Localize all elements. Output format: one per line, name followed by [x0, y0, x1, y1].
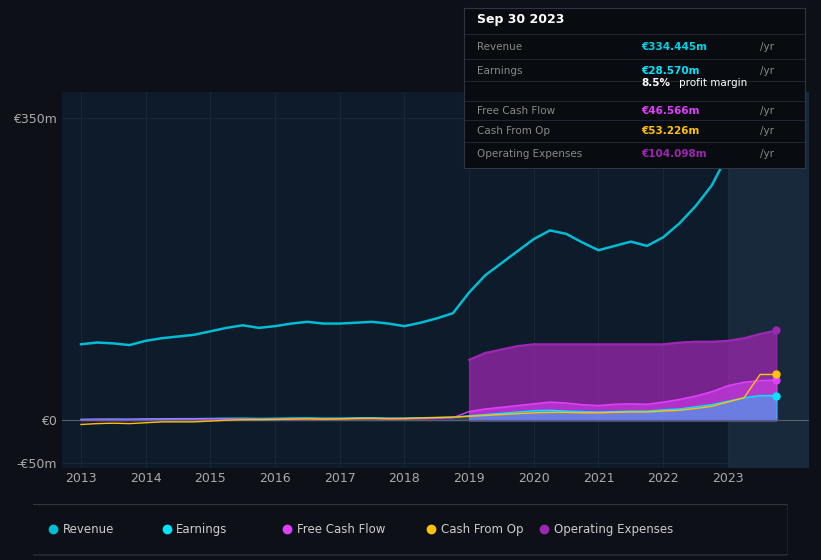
Text: /yr: /yr — [760, 105, 774, 115]
Text: Revenue: Revenue — [478, 41, 523, 52]
Text: €104.098m: €104.098m — [641, 148, 707, 158]
Text: /yr: /yr — [760, 127, 774, 136]
Text: Cash From Op: Cash From Op — [478, 127, 551, 136]
Text: Earnings: Earnings — [177, 522, 227, 536]
Text: Operating Expenses: Operating Expenses — [554, 522, 673, 536]
Bar — [728, 92, 809, 468]
Text: Free Cash Flow: Free Cash Flow — [297, 522, 386, 536]
Text: Sep 30 2023: Sep 30 2023 — [478, 13, 565, 26]
Text: Operating Expenses: Operating Expenses — [478, 148, 583, 158]
Text: €334.445m: €334.445m — [641, 41, 707, 52]
Text: Cash From Op: Cash From Op — [441, 522, 523, 536]
Text: Earnings: Earnings — [478, 66, 523, 76]
Text: 8.5%: 8.5% — [641, 78, 670, 87]
Text: €53.226m: €53.226m — [641, 127, 699, 136]
Text: /yr: /yr — [760, 148, 774, 158]
Text: €28.570m: €28.570m — [641, 66, 699, 76]
Text: profit margin: profit margin — [678, 78, 747, 87]
FancyBboxPatch shape — [25, 505, 788, 555]
Text: /yr: /yr — [760, 41, 774, 52]
Text: €46.566m: €46.566m — [641, 105, 699, 115]
Text: Free Cash Flow: Free Cash Flow — [478, 105, 556, 115]
Text: /yr: /yr — [760, 66, 774, 76]
Text: Revenue: Revenue — [63, 522, 114, 536]
